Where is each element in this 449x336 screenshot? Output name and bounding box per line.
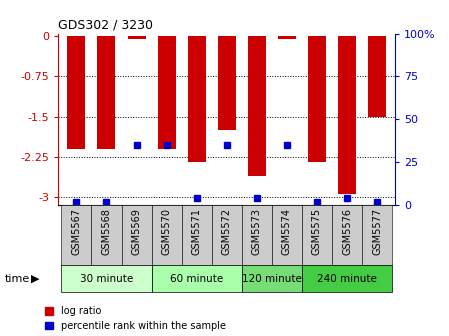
Text: 30 minute: 30 minute — [80, 274, 133, 284]
Bar — [188, 36, 206, 162]
Text: GSM5575: GSM5575 — [312, 208, 322, 255]
FancyBboxPatch shape — [122, 205, 152, 265]
FancyBboxPatch shape — [182, 205, 212, 265]
Legend: log ratio, percentile rank within the sample: log ratio, percentile rank within the sa… — [45, 306, 226, 331]
Text: GSM5569: GSM5569 — [132, 208, 141, 255]
FancyBboxPatch shape — [62, 205, 92, 265]
FancyBboxPatch shape — [152, 265, 242, 292]
Text: ▶: ▶ — [31, 274, 40, 284]
Bar — [248, 36, 266, 175]
Text: GSM5568: GSM5568 — [101, 208, 111, 255]
Bar — [97, 36, 115, 149]
FancyBboxPatch shape — [92, 205, 122, 265]
Text: 60 minute: 60 minute — [170, 274, 223, 284]
Bar — [308, 36, 326, 162]
FancyBboxPatch shape — [272, 205, 302, 265]
Text: GSM5572: GSM5572 — [222, 208, 232, 255]
FancyBboxPatch shape — [302, 265, 392, 292]
Bar — [67, 36, 85, 149]
Bar — [338, 36, 356, 194]
Text: time: time — [4, 274, 30, 284]
Bar — [128, 36, 145, 39]
Text: GSM5576: GSM5576 — [342, 208, 352, 255]
Text: GSM5577: GSM5577 — [372, 208, 382, 255]
FancyBboxPatch shape — [302, 205, 332, 265]
FancyBboxPatch shape — [242, 205, 272, 265]
Text: GSM5574: GSM5574 — [282, 208, 292, 255]
Text: GSM5567: GSM5567 — [71, 208, 81, 255]
Bar — [368, 36, 386, 117]
Bar — [158, 36, 176, 149]
FancyBboxPatch shape — [152, 205, 182, 265]
FancyBboxPatch shape — [362, 205, 392, 265]
Text: 120 minute: 120 minute — [242, 274, 302, 284]
Text: GDS302 / 3230: GDS302 / 3230 — [58, 18, 154, 31]
FancyBboxPatch shape — [242, 265, 302, 292]
Bar — [218, 36, 236, 130]
FancyBboxPatch shape — [332, 205, 362, 265]
Text: GSM5571: GSM5571 — [192, 208, 202, 255]
Text: GSM5573: GSM5573 — [252, 208, 262, 255]
FancyBboxPatch shape — [62, 265, 152, 292]
Text: 240 minute: 240 minute — [317, 274, 377, 284]
FancyBboxPatch shape — [212, 205, 242, 265]
Bar — [278, 36, 296, 39]
Text: GSM5570: GSM5570 — [162, 208, 172, 255]
